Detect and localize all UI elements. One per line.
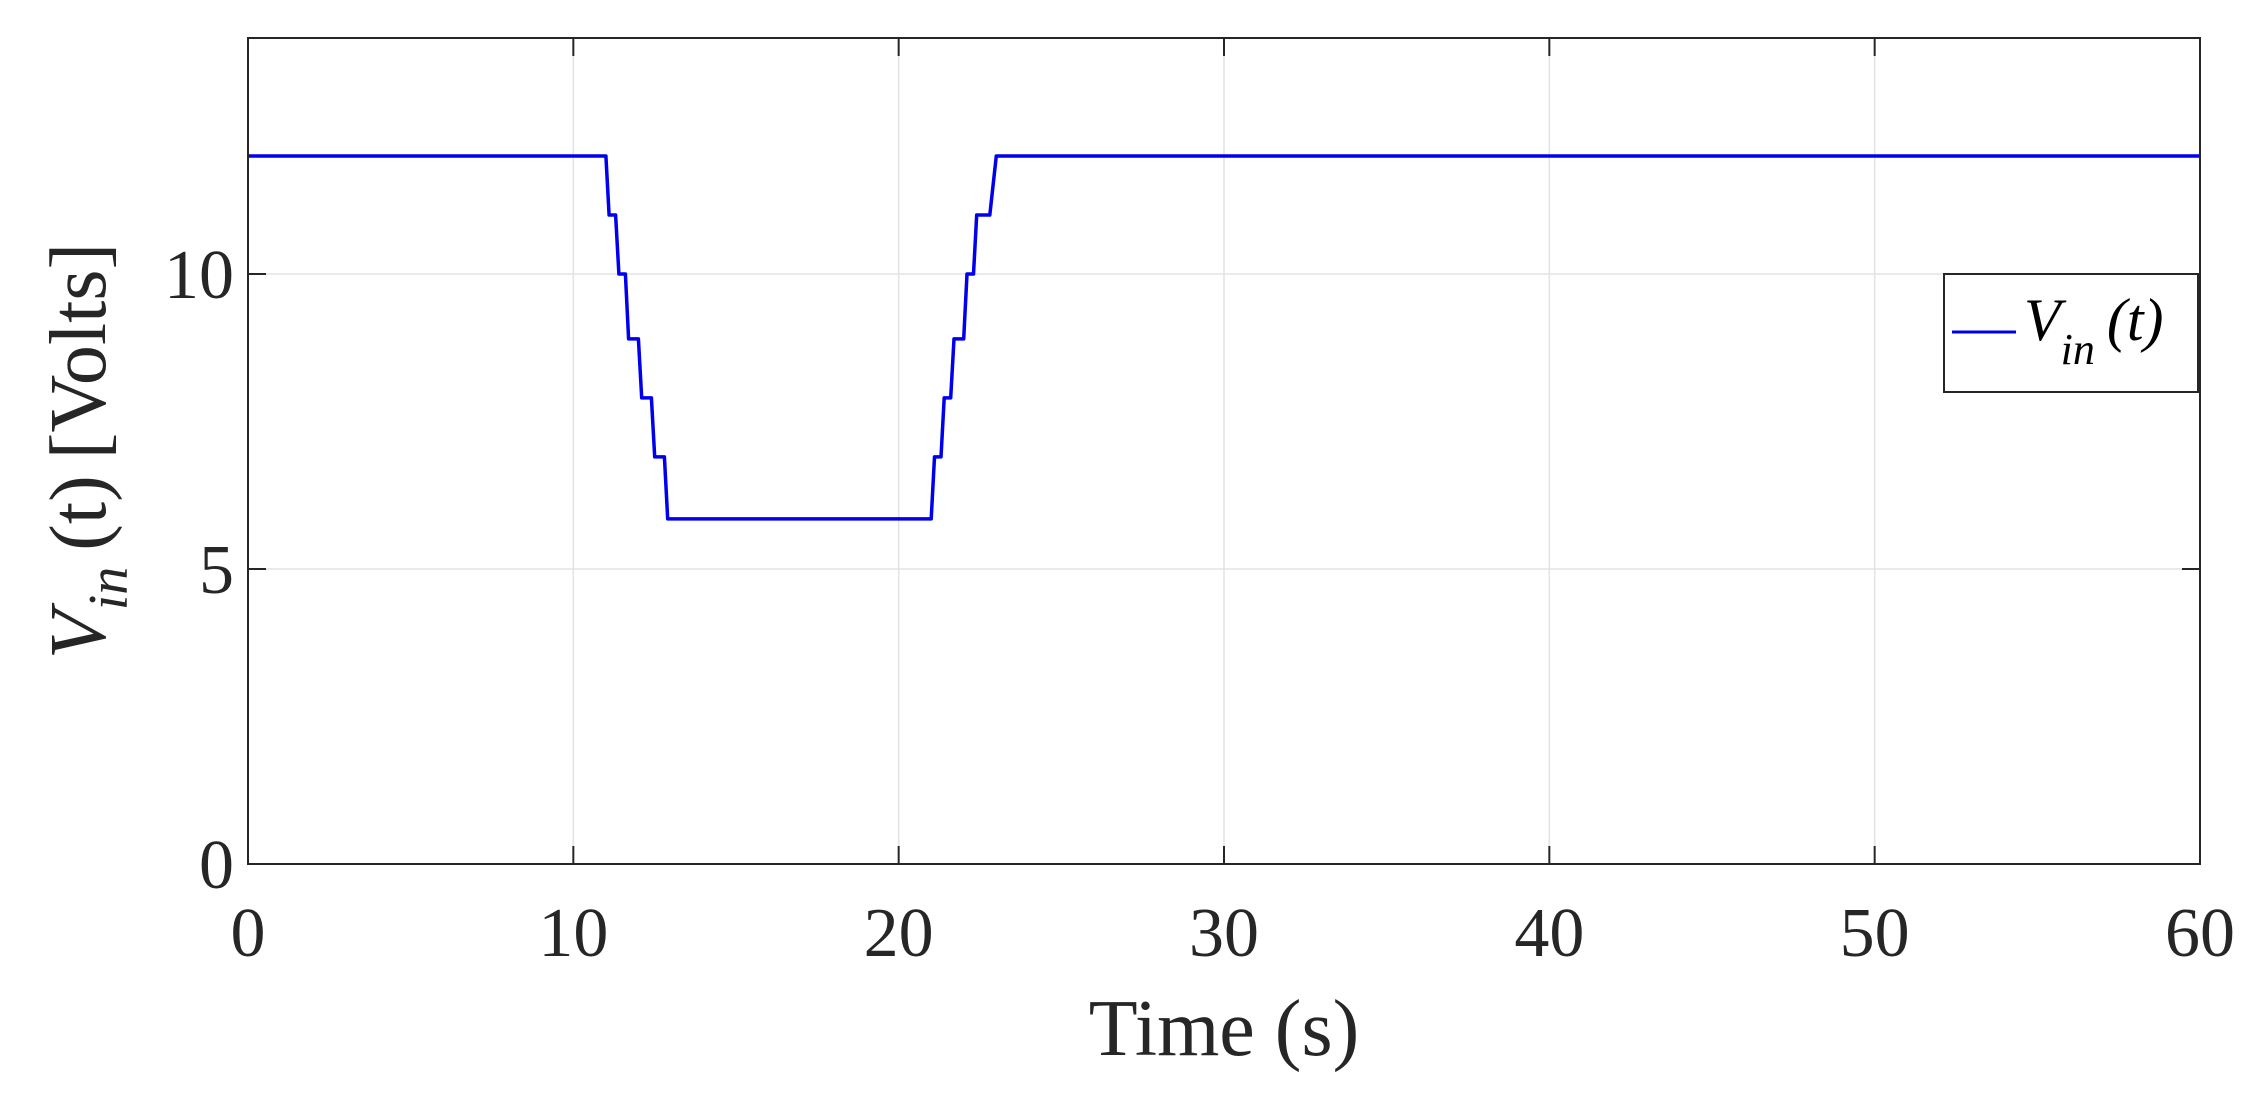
y-tick-label: 0 [199,827,234,904]
y-axis-title-unit: [Volts] [35,243,123,459]
x-tick-labels: 0 10 20 30 40 50 60 [231,895,2236,972]
x-tick-label: 0 [231,895,266,972]
legend-entry-label: Vin (t) [2024,287,2164,374]
series-layer [248,154,2200,521]
x-tick-label: 50 [1840,895,1910,972]
y-axis-title-argument: (t) [35,475,123,551]
y-axis-title-symbol: V [35,602,123,659]
x-tick-label: 60 [2165,895,2235,972]
y-tick-labels: 0 5 10 [164,237,234,904]
x-axis-title: Time (s) [1089,985,1359,1073]
y-tick-label: 5 [199,532,234,609]
legend-box [1943,273,2199,393]
y-axis-title-subscript: in [78,567,140,611]
series-line-0 [248,154,2200,521]
legend-entry-argument: (t) [2107,287,2164,353]
x-tick-label: 20 [864,895,934,972]
y-axis-title: Vin (t) [Volts] [35,243,140,659]
legend-entry-subscript: in [2061,325,2095,374]
legend-entry-symbol: V [2024,287,2067,353]
legend: Vin (t) [1943,273,2199,393]
grid [248,38,2200,864]
ticks [247,38,2201,865]
y-tick-label: 10 [164,237,234,314]
x-tick-label: 40 [1514,895,1584,972]
x-tick-label: 10 [538,895,608,972]
x-tick-label: 30 [1189,895,1259,972]
